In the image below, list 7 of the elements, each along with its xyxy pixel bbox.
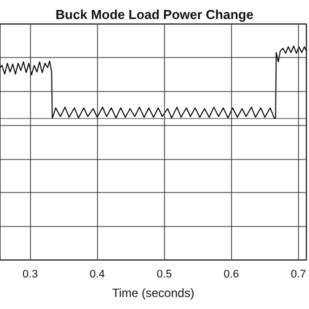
x-tick-label: 0.4 (90, 268, 105, 280)
x-tick-label: 0.3 (22, 268, 38, 280)
chart-title: Buck Mode Load Power Change (56, 7, 254, 22)
x-tick-label: 0.6 (224, 268, 239, 280)
x-axis-title: Time (seconds) (112, 286, 194, 300)
x-tick-label: 0.7 (290, 268, 306, 280)
x-tick-label: 0.5 (156, 268, 172, 280)
